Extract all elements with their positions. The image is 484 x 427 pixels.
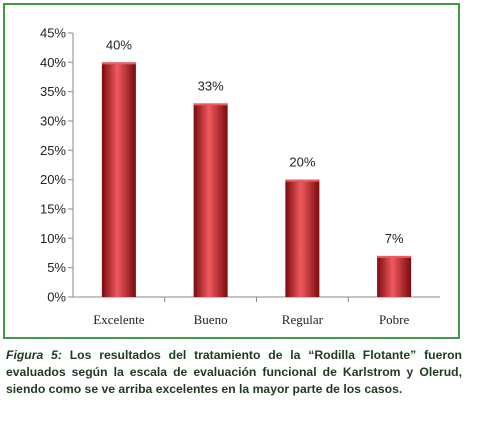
category-label: Regular — [282, 312, 324, 327]
y-tick-label: 35% — [40, 84, 66, 99]
data-label: 33% — [198, 78, 224, 93]
y-tick-label: 45% — [40, 26, 66, 41]
category-label: Excelente — [93, 312, 144, 327]
bar — [285, 179, 320, 297]
data-label: 20% — [289, 155, 315, 170]
y-tick-label: 10% — [40, 231, 66, 246]
bar-top-highlight — [377, 255, 412, 258]
y-tick-label: 0% — [47, 290, 66, 305]
bar — [377, 255, 412, 297]
y-tick-label: 40% — [40, 55, 66, 70]
caption-lead: Figura 5: — [6, 348, 62, 362]
data-label: 7% — [385, 231, 404, 246]
y-tick-label: 5% — [47, 260, 66, 275]
category-label: Bueno — [194, 312, 228, 327]
bar — [101, 62, 136, 298]
bars — [101, 62, 412, 298]
y-tick-label: 15% — [40, 202, 66, 217]
category-label: Pobre — [379, 312, 410, 327]
labels: 0% 5% 10% 15% 20% 25% 30% 35% 40% 45% 40% Excelente… — [40, 26, 410, 328]
data-label: 40% — [106, 37, 132, 52]
y-tick-label: 30% — [40, 114, 66, 129]
bar-chart: 0% 5% 10% 15% 20% 25% 30% 35% 40% 45% 40% Excelente… — [40, 26, 440, 328]
bar-top-highlight — [285, 179, 320, 182]
bar — [193, 103, 228, 298]
y-tick-label: 25% — [40, 143, 66, 158]
figure-caption: Figura 5: Los resultados del tratamiento… — [6, 347, 462, 398]
chart-frame: 0% 5% 10% 15% 20% 25% 30% 35% 40% 45% 40% Excelente… — [3, 3, 460, 339]
y-tick-label: 20% — [40, 172, 66, 187]
bar-top-highlight — [101, 62, 136, 65]
bar-top-highlight — [193, 103, 228, 106]
caption-text: Los resultados del tratamiento de la “Ro… — [6, 348, 463, 396]
